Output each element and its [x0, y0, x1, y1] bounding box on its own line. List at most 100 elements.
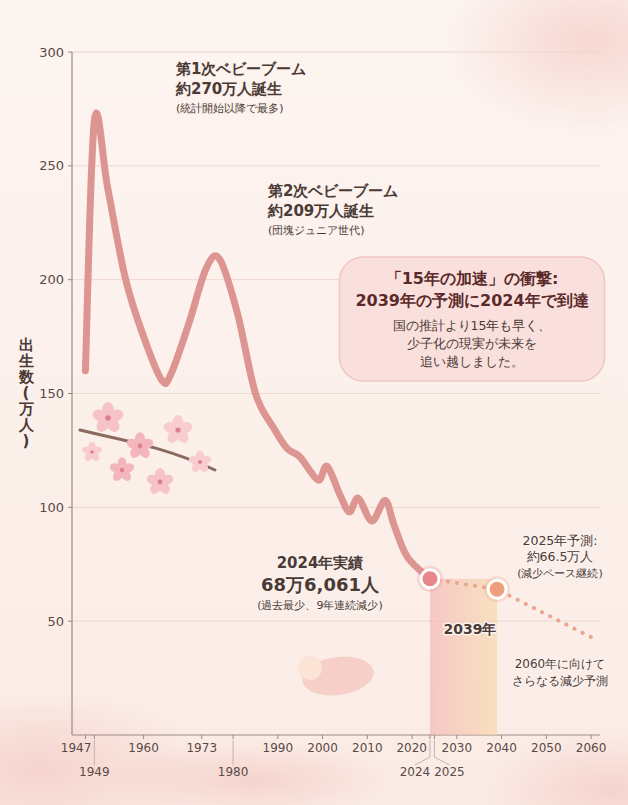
annotation: 2025年予測:約66.5万人 (減少ペース継続): [517, 533, 603, 580]
tick-leader: [233, 740, 234, 765]
x-tick-label: 1990: [263, 741, 294, 755]
blossom-center: [198, 460, 202, 464]
petal: [162, 420, 180, 435]
annotation-text: 少子化の現実が未来を: [407, 336, 537, 351]
baby-face: [298, 656, 322, 680]
y-tick-label: 200: [39, 272, 64, 287]
grid-line: [72, 393, 600, 394]
y-tick-label: 50: [47, 614, 64, 629]
annotation-text: 約209万人誕生: [267, 202, 374, 220]
petal: [188, 454, 202, 466]
x-tick: [322, 735, 323, 739]
x-tick-label: 2000: [307, 741, 338, 755]
y-tick-label: 300: [39, 45, 64, 60]
x-tick-label: 1973: [186, 741, 217, 755]
blossom: [162, 415, 194, 445]
petal: [145, 473, 162, 487]
annotation-text: 約66.5万人: [527, 549, 594, 564]
y-tick-label: 150: [39, 386, 64, 401]
watercolor-blob: [480, 730, 628, 805]
x-tick: [94, 735, 95, 739]
x-tick: [143, 735, 144, 739]
x-tick: [546, 735, 547, 739]
y-axis-title-char: ): [23, 432, 30, 450]
chart: 50 100 150 200 250 300 出生数(万人) 1947 1949 1960 1973…: [0, 0, 628, 805]
annotation: 第2次ベビーブーム約209万人誕生 (団塊ジュニア世代): [267, 182, 398, 237]
plot-area: [85, 113, 591, 735]
annotation-text: 68万6,061人: [261, 574, 380, 595]
grid-line: [72, 165, 600, 166]
x-tick: [85, 735, 86, 739]
blossom: [91, 402, 125, 435]
annotation-text: さらなる減少予測: [512, 674, 608, 688]
watercolor-blob: [440, 0, 628, 135]
y-axis-title: 出生数(万人): [18, 336, 35, 450]
x-tick-label: 2020: [396, 741, 427, 755]
grid-line: [72, 507, 600, 508]
x-tick-label: 2025: [434, 765, 465, 779]
x-tick-label: 1960: [128, 741, 159, 755]
blossom: [145, 468, 174, 496]
x-tick-label: 2030: [442, 741, 473, 755]
y-tick-label: 100: [39, 500, 64, 515]
annotation-text: 2039年の予測に2024年で到達: [355, 291, 588, 310]
highlight-band: [430, 579, 497, 735]
x-tick: [434, 735, 435, 739]
blossom-center: [105, 415, 111, 421]
x-tick: [501, 735, 502, 739]
blossom: [188, 451, 212, 474]
highlight-marker: [488, 580, 506, 598]
annotation-text: 国の推計より15年も早く、: [393, 318, 552, 333]
marker-halo: [484, 576, 510, 602]
annotation: 2024年実績 68万6,061人 (過去最少、9年連続減少): [257, 554, 383, 612]
x-tick: [201, 735, 202, 739]
x-tick-label: 2050: [531, 741, 562, 755]
blossom-center: [175, 427, 180, 432]
tick-leader: [434, 740, 449, 765]
tick-leader: [415, 740, 430, 765]
petal: [91, 407, 111, 423]
annotation-text: 第1次ベビーブーム: [175, 60, 306, 78]
x-tick-label: 1947: [61, 741, 92, 755]
x-tick: [412, 735, 413, 739]
annotation-text: (団塊ジュニア世代): [268, 224, 365, 237]
x-tick-label: 1949: [79, 765, 110, 779]
x-tick-label: 2060: [576, 741, 607, 755]
x-tick: [367, 735, 368, 739]
baby-illustration: [298, 652, 376, 700]
watercolor-blob: [100, 740, 400, 805]
callout-box: [339, 257, 604, 381]
highlight-marker: [421, 570, 439, 588]
blossom: [125, 432, 154, 460]
blossom-center: [90, 450, 94, 454]
x-tick: [429, 735, 430, 739]
x-tick-label: 2010: [352, 741, 383, 755]
line-series: [430, 579, 591, 637]
annotation-text: (統計開始以降で最多): [176, 102, 284, 115]
annotation-text: 第2次ベビーブーム: [267, 182, 398, 200]
annotation-text: 2024年実績: [277, 554, 364, 572]
marker-halo: [417, 566, 443, 592]
annotation-text: 約270万人誕生: [175, 80, 282, 98]
x-axis: [72, 734, 600, 735]
blossom: [109, 457, 136, 483]
x-tick: [456, 735, 457, 739]
y-tick-label: 250: [39, 158, 64, 173]
annotation-text: 2060年に向けて: [515, 657, 606, 671]
blossom-center: [120, 468, 124, 472]
petal: [81, 445, 94, 456]
petal: [125, 437, 142, 451]
annotation-text: 2025年予測:: [522, 533, 597, 548]
annotation: 第1次ベビーブーム約270万人誕生 (統計開始以降で最多): [175, 60, 306, 115]
x-tick-label: 2024: [400, 765, 431, 779]
annotation-text: 追い越しました。: [420, 354, 524, 369]
annotation-text: (過去最少、9年連続減少): [257, 599, 383, 612]
x-tick-label: 1980: [218, 765, 249, 779]
blossom: [81, 442, 103, 463]
tick-leader: [94, 740, 95, 765]
x-tick-label: 2040: [486, 741, 517, 755]
annotation: 2060年に向けてさらなる減少予測: [512, 657, 608, 688]
y-axis: [71, 52, 72, 735]
blossom-center: [158, 480, 163, 485]
annotation-text: (減少ペース継続): [517, 567, 603, 580]
